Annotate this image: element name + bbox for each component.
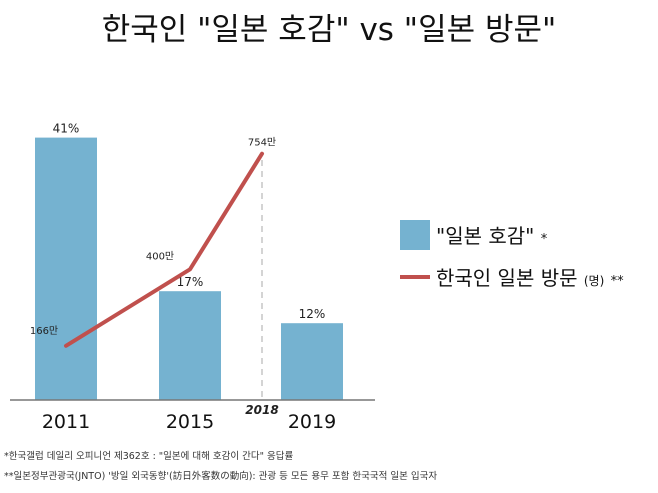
- legend-line-label: 한국인 일본 방문 (명) **: [436, 262, 624, 291]
- legend-bar-marker: *: [540, 232, 548, 247]
- x-tick-2011: 2011: [42, 411, 90, 433]
- footnote-2: **일본정부관광국(JNTO) '방일 외국동향'(訪日外客数の動向): 관광 …: [4, 471, 438, 482]
- footnote-1: *한국갤럽 데일리 오피니언 제362호 : "일본에 대해 호감이 간다" 응…: [4, 451, 294, 462]
- bar-2015: [159, 291, 221, 400]
- x-tick-2019: 2019: [288, 411, 336, 433]
- bar-2011: [35, 137, 97, 400]
- line-label-2015: 400만: [146, 250, 174, 262]
- legend-line-name: 한국인 일본 방문: [436, 266, 578, 290]
- legend-bar-name: "일본 호감": [436, 224, 535, 248]
- line-label-2018: 754만: [248, 137, 276, 149]
- legend-line-marker: **: [610, 274, 624, 289]
- legend-bar-label: "일본 호감" *: [436, 220, 547, 249]
- line-label-2011: 166만: [30, 325, 58, 337]
- bar-label-2019: 12%: [299, 307, 326, 321]
- legend-line-suffix: (명): [583, 274, 605, 288]
- x-tick-2015: 2015: [166, 411, 214, 433]
- bar-label-2011: 41%: [53, 122, 80, 136]
- x-tick-2018: 2018: [245, 403, 278, 417]
- visit-line: [64, 151, 264, 348]
- legend-bar-swatch: [400, 220, 430, 250]
- legend-line-swatch: [400, 275, 430, 279]
- chart-title: 한국인 "일본 호감" vs "일본 방문": [101, 12, 557, 48]
- bar-label-2015: 17%: [177, 275, 204, 289]
- bar-2019: [281, 323, 343, 400]
